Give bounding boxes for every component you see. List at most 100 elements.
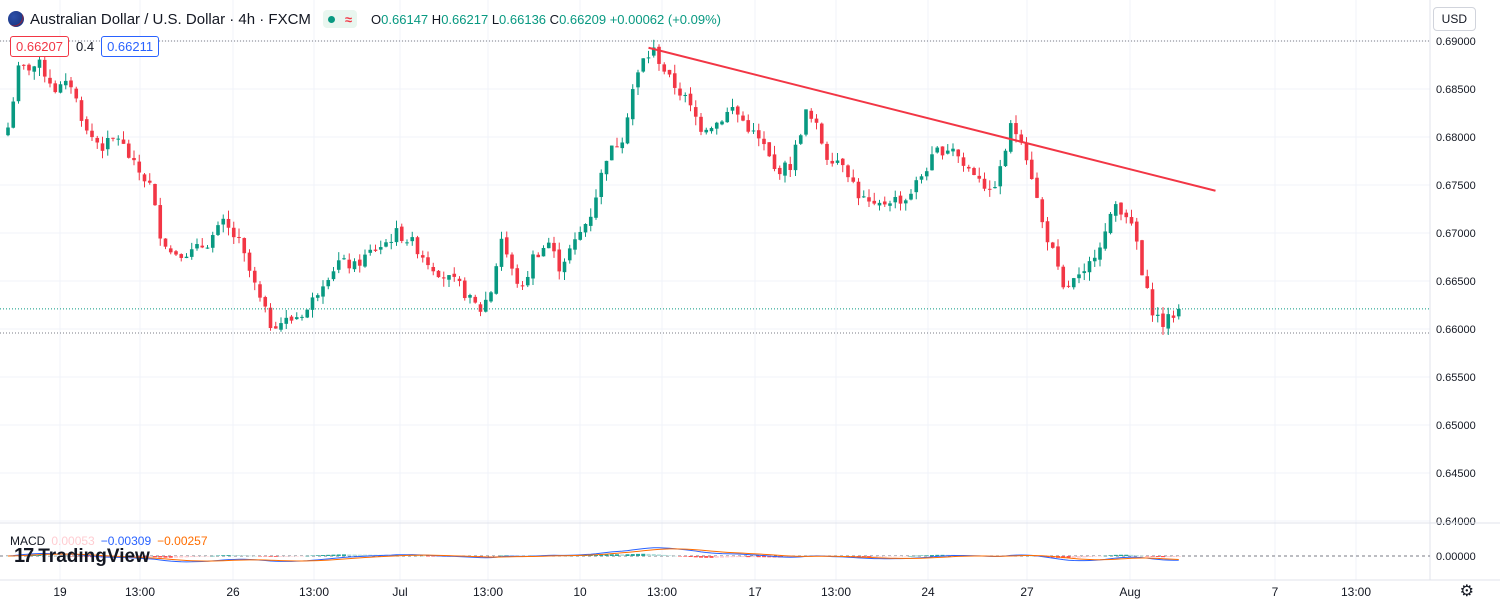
candle-body [945, 150, 950, 154]
candle-body [562, 261, 567, 273]
sell-button[interactable]: 0.66207 [10, 36, 69, 57]
macd-histogram-bar [42, 555, 47, 556]
candle-body [552, 242, 556, 252]
macd-histogram-bar [489, 556, 493, 557]
candle-body [825, 143, 829, 160]
macd-histogram-bar [1124, 554, 1129, 556]
macd-histogram-bar [641, 553, 646, 556]
macd-histogram-bar [720, 556, 724, 558]
candle-body [69, 80, 73, 88]
candle-body [399, 226, 404, 241]
candle-body [242, 238, 247, 254]
macd-histogram-bar [678, 556, 682, 557]
candle-body [772, 154, 777, 170]
currency-selector[interactable]: USD [1432, 7, 1476, 31]
macd-histogram-bar [1087, 556, 1092, 557]
candle-body [819, 123, 824, 144]
candle-body [835, 160, 840, 163]
candle-body [762, 138, 766, 145]
macd-histogram-bar [1103, 555, 1108, 557]
macd-histogram-bar [636, 553, 640, 556]
candle-body [662, 64, 667, 72]
candle-body [846, 165, 850, 178]
candle-body [226, 218, 231, 228]
candle-body [636, 72, 640, 88]
macd-histogram-bar [84, 556, 89, 557]
macd-histogram-bar [305, 555, 310, 557]
macd-histogram-bar [179, 556, 184, 558]
macd-histogram-bar [588, 555, 593, 556]
macd-histogram-bar [321, 555, 325, 556]
macd-histogram-bar [1176, 556, 1181, 557]
macd-histogram-bar [153, 556, 157, 558]
candle-body [1040, 199, 1045, 223]
candle-body [426, 257, 430, 266]
candle-body [310, 297, 315, 310]
market-status-badge[interactable]: ≈ [322, 10, 358, 28]
candle-body [1045, 221, 1050, 243]
spread-value: 0.4 [76, 39, 95, 54]
buy-button[interactable]: 0.66211 [101, 36, 160, 57]
candle-body [783, 162, 787, 176]
candle-body [21, 64, 26, 66]
macd-histogram-bar [1071, 556, 1076, 558]
candle-body [100, 143, 105, 151]
chart-legend: Australian Dollar / U.S. Dollar · 4h · F… [0, 7, 721, 31]
macd-histogram-bar [252, 555, 257, 557]
macd-histogram-bar [300, 556, 304, 557]
y-tick-label: 0.65500 [1436, 372, 1476, 384]
macd-histogram-bar [504, 555, 509, 556]
candle-body [756, 130, 761, 139]
candle-body [699, 116, 703, 132]
macd-histogram-bar [32, 554, 37, 556]
macd-histogram-bar [342, 554, 346, 556]
x-tick-label: 10 [573, 585, 587, 599]
candle-body [368, 249, 373, 253]
x-tick-label: 13:00 [299, 585, 329, 599]
candle-body [903, 200, 908, 204]
macd-label[interactable]: MACD [10, 534, 46, 548]
candle-body [1098, 247, 1102, 260]
macd-histogram-bar [914, 555, 919, 557]
candle-body [1061, 266, 1066, 288]
candle-body [447, 275, 451, 280]
candle-body [405, 242, 409, 244]
candle-body [294, 317, 299, 320]
candle-body [667, 69, 672, 75]
candle-body [951, 148, 955, 152]
candle-body [195, 244, 199, 249]
macd-histogram-bar [174, 556, 178, 558]
macd-histogram-bar [714, 556, 719, 558]
candle-body [289, 316, 294, 321]
tradingview-logo[interactable]: 17 TradingView [14, 545, 150, 568]
settings-gear-icon[interactable]: ⚙ [1459, 583, 1474, 600]
candle-body [357, 259, 362, 266]
candle-body [137, 161, 142, 173]
candle-body [1092, 257, 1097, 262]
macd-histogram-bar [53, 555, 58, 557]
candle-body [714, 122, 719, 129]
candle-body [1082, 271, 1087, 274]
candle-body [767, 142, 772, 157]
candle-body [1150, 289, 1155, 316]
candle-body [273, 326, 278, 329]
symbol-title[interactable]: Australian Dollar / U.S. Dollar · 4h · F… [30, 10, 311, 28]
candle-body [158, 205, 163, 239]
market-open-dot-icon [327, 15, 335, 23]
market-status-icon: ≈ [344, 11, 353, 27]
candle-body [247, 252, 252, 271]
candle-body [961, 157, 966, 166]
macd-histogram-bar [909, 555, 913, 557]
candle-body [415, 237, 420, 255]
candle-body [804, 109, 808, 135]
candle-body [378, 247, 383, 250]
candle-body [373, 249, 378, 251]
candle-body [625, 117, 630, 144]
macd-histogram-bar [189, 556, 194, 558]
macd-histogram-bar [630, 554, 635, 556]
candle-body [210, 235, 215, 248]
macd-histogram-bar [79, 556, 84, 557]
macd-histogram-bar [147, 556, 152, 558]
macd-histogram-bar [105, 556, 110, 558]
